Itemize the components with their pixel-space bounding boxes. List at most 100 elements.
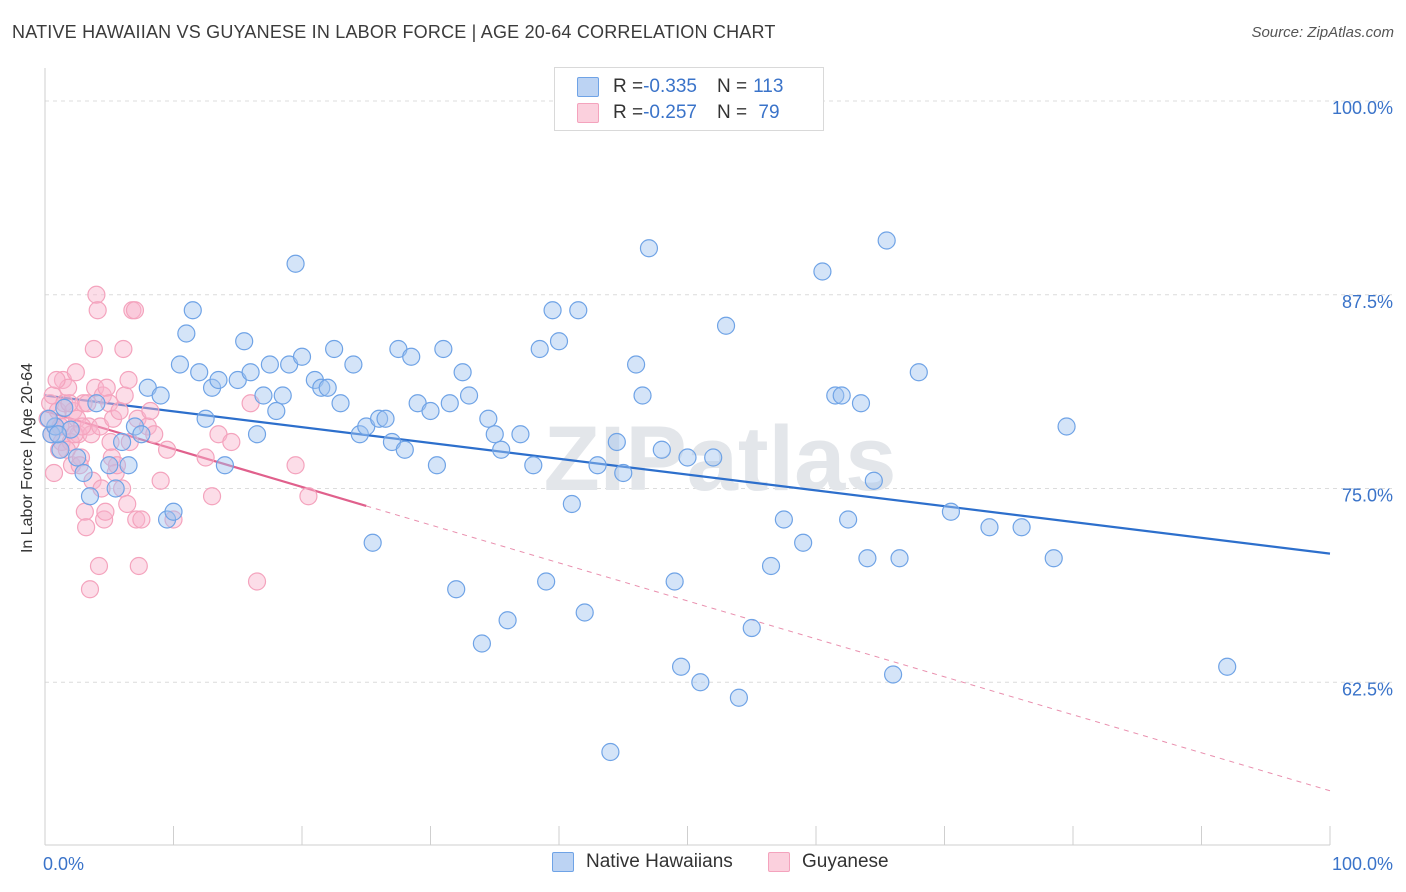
data-point (479, 409, 498, 428)
legend-r-value: -0.257 (643, 102, 697, 123)
data-point (691, 673, 710, 692)
data-point (73, 417, 92, 436)
data-point (110, 401, 129, 421)
data-point (97, 378, 116, 397)
data-point (196, 409, 215, 428)
bottom-legend-label: Native Hawaiians (586, 851, 733, 872)
data-point (88, 301, 107, 320)
data-point (549, 332, 569, 351)
data-point (530, 339, 549, 359)
data-point (71, 448, 91, 467)
data-point (312, 378, 331, 397)
data-point (524, 456, 543, 475)
trend-lines (44, 394, 1331, 792)
data-point (273, 386, 292, 405)
data-point (813, 262, 832, 281)
correlation-legend: R = -0.335 N = 113 R = -0.257 N = 79 (554, 67, 824, 131)
data-point (202, 487, 222, 506)
data-point (421, 401, 440, 421)
data-point (427, 456, 447, 475)
guyanese-points (38, 285, 318, 599)
legend-n-label: N = (716, 102, 748, 123)
data-point (716, 316, 736, 335)
data-point (89, 556, 109, 576)
data-point (95, 510, 114, 529)
data-point (941, 502, 961, 521)
pink-swatch (577, 103, 599, 123)
data-point (170, 355, 190, 374)
data-point (235, 332, 254, 351)
data-point (511, 425, 530, 444)
data-point (96, 502, 115, 521)
bottom-legend-guyanese: Guyanese (768, 851, 889, 873)
data-point (68, 448, 87, 467)
data-point (132, 425, 151, 444)
data-point (127, 510, 146, 529)
data-point (498, 611, 517, 630)
data-point (87, 285, 106, 304)
data-point (839, 510, 858, 529)
axes (44, 68, 1331, 846)
data-point (485, 425, 504, 444)
data-point (652, 440, 671, 459)
data-point (826, 386, 845, 405)
data-point (215, 456, 234, 475)
data-point (77, 518, 96, 537)
data-point (363, 533, 382, 552)
data-point (665, 572, 684, 591)
legend-n-label: N = (716, 76, 748, 97)
data-point (395, 440, 414, 459)
data-point (190, 363, 209, 382)
data-point (877, 231, 896, 250)
data-point (376, 409, 395, 428)
y-tick-labels: 62.5% 75.0% 87.5% 100.0% (1332, 98, 1393, 699)
data-point (44, 463, 64, 483)
data-point (125, 301, 145, 320)
data-point (260, 355, 279, 374)
data-point (588, 456, 607, 475)
y-tick-label: 100.0% (1332, 98, 1393, 118)
data-point (678, 448, 697, 467)
grid-lines (45, 100, 1392, 683)
data-point (402, 347, 421, 366)
data-point (118, 494, 137, 514)
data-point (151, 471, 170, 490)
data-point (39, 409, 58, 428)
data-point (75, 502, 94, 521)
trend-line-dashed (366, 505, 1331, 792)
legend-n-value: 79 (753, 102, 780, 123)
data-point (209, 370, 228, 390)
data-point (106, 479, 125, 498)
data-point (151, 386, 170, 405)
data-point (87, 394, 106, 413)
data-point (119, 370, 138, 390)
legend-r-label: R = (613, 102, 644, 123)
data-point (48, 425, 67, 444)
data-point (851, 394, 871, 413)
legend-r-value: -0.335 (643, 76, 697, 97)
data-point (177, 324, 196, 343)
data-point (164, 510, 183, 529)
data-point (66, 363, 85, 382)
data-point (1057, 417, 1076, 436)
data-point (112, 432, 132, 452)
data-point (742, 618, 761, 638)
data-point (858, 549, 877, 568)
pink-swatch (768, 852, 790, 872)
data-point (601, 742, 620, 762)
data-point (100, 456, 119, 475)
data-point (909, 363, 928, 382)
blue-swatch (552, 852, 574, 872)
data-point (447, 580, 466, 599)
data-point (119, 456, 138, 475)
data-point (157, 440, 177, 459)
data-point (183, 301, 202, 320)
data-point (114, 339, 133, 359)
data-point (318, 378, 337, 397)
data-point (761, 556, 781, 576)
data-point (575, 603, 594, 622)
data-point (434, 339, 453, 359)
bottom-legend-native-hawaiians: Native Hawaiians (552, 851, 733, 873)
data-point (299, 487, 318, 506)
